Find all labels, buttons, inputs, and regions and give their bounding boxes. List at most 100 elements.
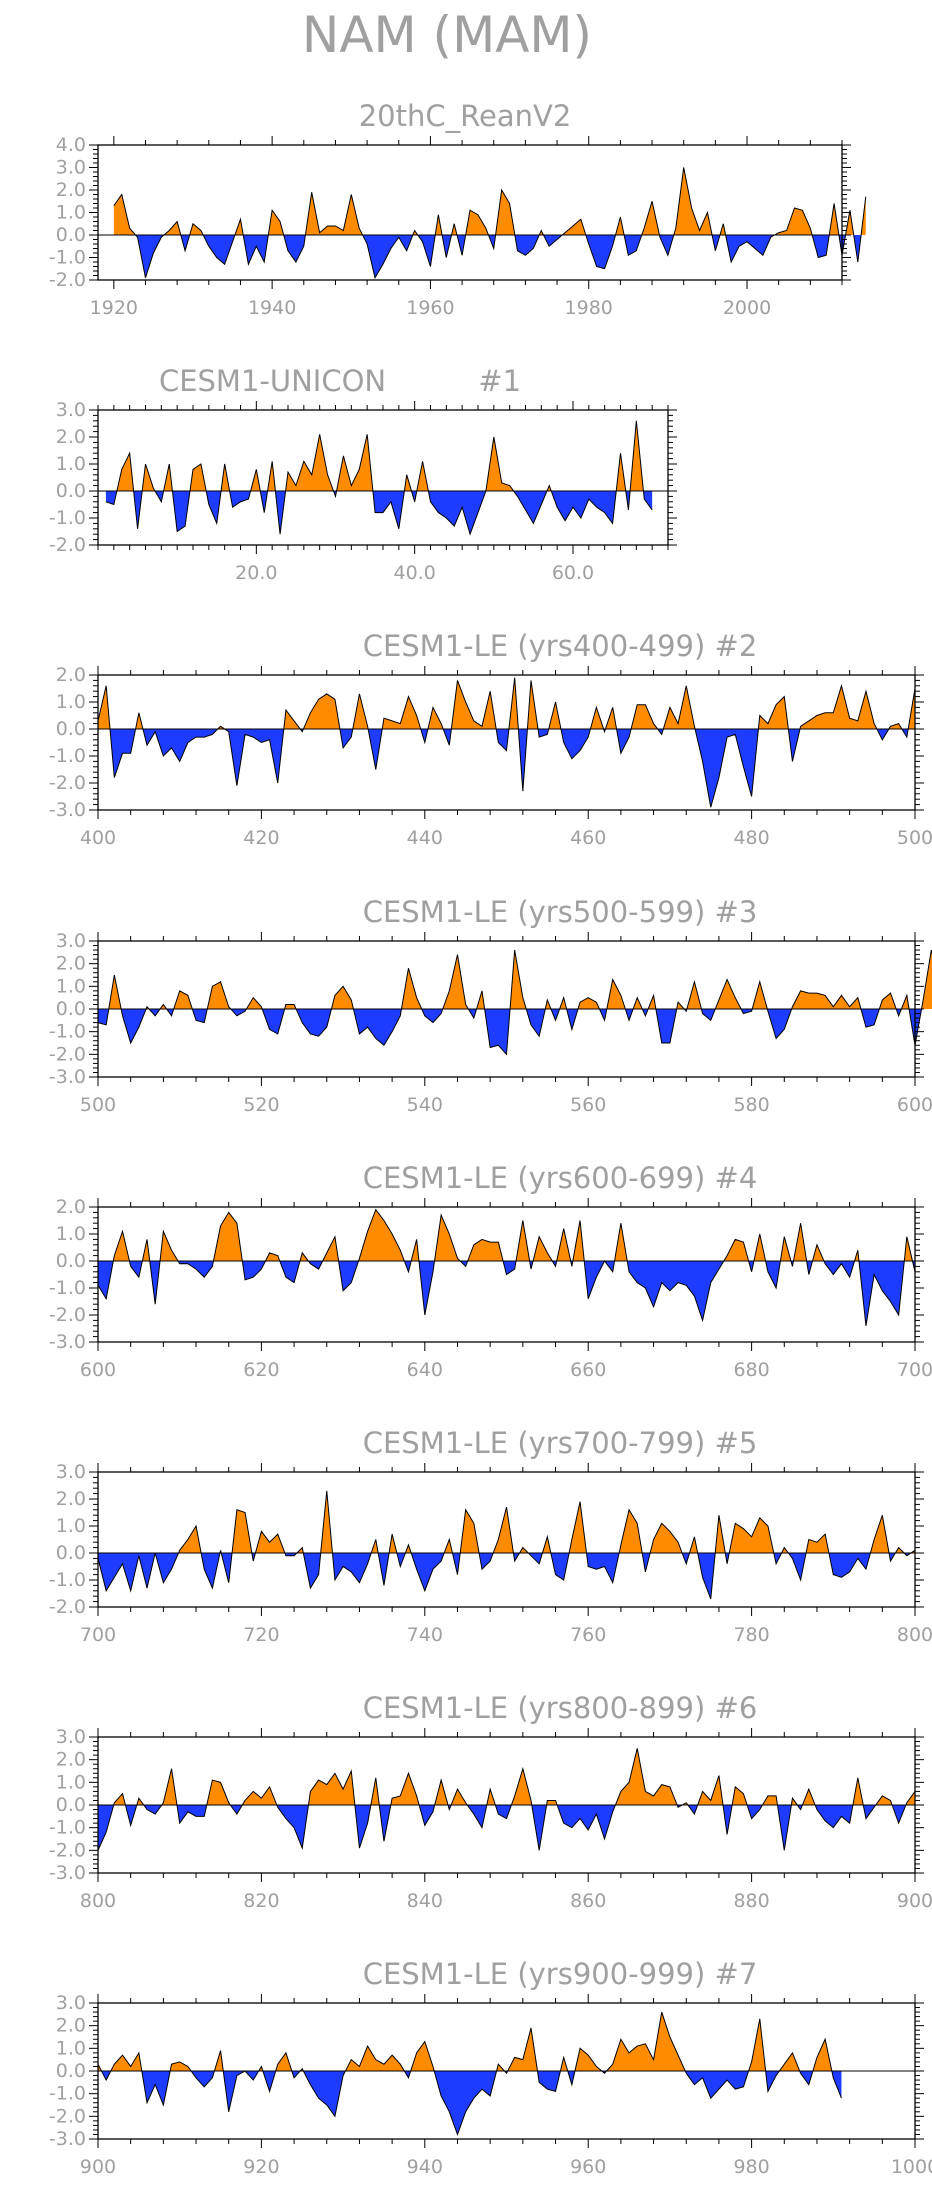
y-tick-label: 2.0 — [56, 1749, 86, 1771]
axis-ticks — [89, 401, 677, 554]
x-tick-label: 640 — [407, 1359, 443, 1381]
chart-panel-2: CESM1-UNICON #1 -2.0 -1.0 0.0 1.0 2.0 3.0 20.0 4… — [49, 364, 677, 584]
y-tick-label: 1.0 — [56, 2037, 86, 2059]
panel-title: CESM1-LE (yrs600-699) #4 — [363, 1161, 758, 1195]
panel-title: 20thC_ReanV2 — [359, 99, 572, 133]
x-tick-label: 980 — [733, 2156, 769, 2178]
y-tick-label: -3.0 — [49, 1331, 86, 1353]
x-tick-label: 480 — [733, 827, 769, 849]
panel-title: CESM1-LE (yrs900-999) #7 — [363, 1957, 758, 1991]
axis-ticks — [89, 1728, 924, 1882]
y-tick-label: 1.0 — [56, 975, 86, 997]
y-tick-label: -2.0 — [49, 1043, 86, 1065]
y-tick-label: 3.0 — [56, 1992, 86, 2014]
y-tick-label: 2.0 — [56, 664, 86, 686]
positive-area — [98, 2012, 832, 2071]
x-tick-label: 700 — [897, 1359, 932, 1381]
positive-area — [116, 420, 644, 491]
x-tick-label: 1000 — [891, 2156, 932, 2178]
chart-panel-1: 20thC_ReanV2 -2.0-1.00.01.02.03.04.0 1920 1… — [49, 99, 867, 319]
y-tick-label: -2.0 — [49, 1304, 86, 1326]
negative-area — [101, 2071, 842, 2135]
chart-panel-5: CESM1-LE (yrs600-699) #4 -3.0 -2.0 -1.0 0.0 1… — [49, 1161, 932, 1381]
y-tick-label: 0.0 — [56, 224, 86, 246]
x-tick-label: 440 — [407, 827, 443, 849]
y-tick-label: 1.0 — [56, 1515, 86, 1537]
x-tick-label: 920 — [243, 2156, 279, 2178]
chart-panel-6: CESM1-LE (yrs700-799) #5 -2.0 -1.0 0.0 1.0 2.… — [49, 1426, 932, 1646]
negative-area — [135, 235, 862, 278]
x-tick-label: 580 — [733, 1094, 769, 1116]
panel-title: CESM1-LE (yrs500-599) #3 — [363, 895, 758, 929]
x-tick-label: 1920 — [90, 297, 138, 319]
y-tick-label: -3.0 — [49, 1066, 86, 1088]
x-tick-label: 940 — [407, 2156, 443, 2178]
series-line — [113, 167, 867, 280]
series-line — [97, 677, 916, 808]
x-tick-label: 620 — [243, 1359, 279, 1381]
y-tick-label: 0.0 — [56, 480, 86, 502]
y-tick-label: 3.0 — [56, 1726, 86, 1748]
y-tick-label: 2.0 — [56, 1196, 86, 1218]
positive-area — [113, 1209, 913, 1261]
y-tick-label: -2.0 — [49, 1596, 86, 1618]
y-tick-label: 3.0 — [56, 157, 86, 179]
negative-area — [98, 1553, 911, 1599]
series-line — [97, 1748, 916, 1851]
negative-area — [110, 729, 909, 808]
x-tick-label: 600 — [80, 1359, 116, 1381]
negative-area — [98, 1805, 906, 1851]
series-line — [97, 2011, 842, 2136]
plot-frame — [97, 1206, 916, 1343]
y-tick-label: 0.0 — [56, 1250, 86, 1272]
x-tick-label: 40.0 — [394, 562, 436, 584]
y-tick-label: -1.0 — [49, 2083, 86, 2105]
x-tick-label: 700 — [80, 1624, 116, 1646]
x-tick-label: 420 — [243, 827, 279, 849]
y-tick-label: 2.0 — [56, 426, 86, 448]
y-tick-label: -1.0 — [49, 745, 86, 767]
y-tick-label: -1.0 — [49, 1569, 86, 1591]
y-tick-label: 1.0 — [56, 1771, 86, 1793]
x-tick-label: 400 — [80, 827, 116, 849]
x-tick-label: 880 — [733, 1890, 769, 1912]
y-tick-label: 0.0 — [56, 1794, 86, 1816]
x-tick-label: 780 — [733, 1624, 769, 1646]
positive-area — [178, 1490, 916, 1553]
negative-area — [98, 1261, 915, 1326]
y-tick-label: 1.0 — [56, 453, 86, 475]
axis-ticks — [89, 1198, 924, 1351]
y-tick-label: -1.0 — [49, 247, 86, 269]
y-tick-label: 2.0 — [56, 2015, 86, 2037]
panel-title: CESM1-LE (yrs400-499) #2 — [363, 629, 758, 663]
x-tick-label: 760 — [570, 1624, 606, 1646]
y-tick-label: 3.0 — [56, 399, 86, 421]
y-tick-label: -1.0 — [49, 1817, 86, 1839]
plot-frame — [97, 1471, 916, 1608]
axis-ticks — [89, 666, 924, 819]
chart-panel-3: CESM1-LE (yrs400-499) #2 -3.0 -2.0 -1.0 0.0 1… — [49, 629, 932, 849]
x-tick-label: 540 — [407, 1094, 443, 1116]
x-tick-label: 960 — [570, 2156, 606, 2178]
x-tick-label: 800 — [897, 1624, 932, 1646]
y-tick-label: -3.0 — [49, 2128, 86, 2150]
y-tick-label: -1.0 — [49, 1021, 86, 1043]
x-tick-label: 20.0 — [235, 562, 277, 584]
x-tick-label: 820 — [243, 1890, 279, 1912]
positive-area — [113, 167, 866, 235]
x-tick-label: 500 — [80, 1094, 116, 1116]
x-tick-label: 1980 — [565, 297, 613, 319]
y-tick-label: 2.0 — [56, 953, 86, 975]
axis-ticks — [89, 932, 924, 1086]
panel-title: CESM1-LE (yrs700-799) #5 — [363, 1426, 758, 1460]
y-tick-label: -3.0 — [49, 1862, 86, 1884]
x-tick-label: 660 — [570, 1359, 606, 1381]
y-tick-label: 4.0 — [56, 134, 86, 156]
x-tick-label: 460 — [570, 827, 606, 849]
series-line — [97, 1490, 916, 1600]
positive-area — [113, 1748, 915, 1805]
chart-panel-4: CESM1-LE (yrs500-599) #3 -3.0-2.0-1.00.01… — [49, 895, 932, 1116]
x-tick-label: 840 — [407, 1890, 443, 1912]
